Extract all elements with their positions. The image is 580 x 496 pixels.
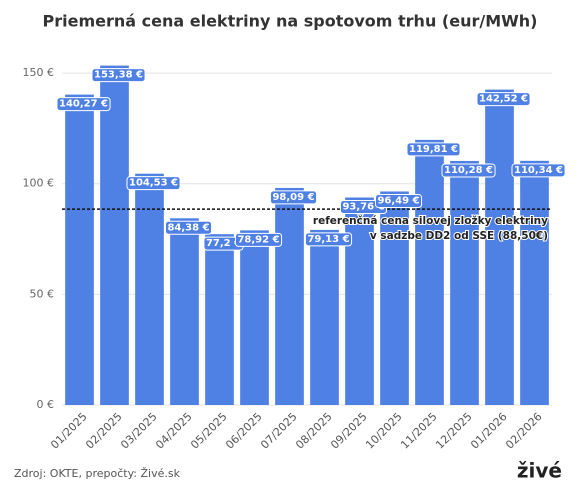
- x-tick-label: 02/2026: [503, 410, 545, 452]
- data-label-text: 98,09 €: [272, 192, 314, 203]
- data-label-box: [511, 163, 566, 178]
- x-tick-label: 05/2025: [188, 410, 230, 452]
- data-label-text: 104,53 €: [129, 178, 178, 189]
- data-label-text: 96,49 €: [377, 195, 419, 206]
- bar: [205, 234, 234, 405]
- data-label-box: [441, 163, 496, 178]
- bar: [345, 197, 374, 405]
- bar: [485, 89, 514, 405]
- bar: [170, 218, 199, 405]
- y-tick-label: 100 €: [23, 177, 55, 190]
- data-label-text: 77,2 €: [206, 238, 241, 249]
- data-label-box: [234, 232, 283, 247]
- data-label-text: 110,34 €: [514, 165, 563, 176]
- source: Zdroj: OKTE, prepočty: Živé.sk: [14, 467, 181, 480]
- data-label: 96,49 €: [374, 193, 423, 208]
- bar: [380, 191, 409, 405]
- data-label-text: 153,38 €: [94, 70, 143, 81]
- data-label-box: [304, 232, 353, 247]
- data-label: 98,09 €: [269, 190, 318, 205]
- data-label-box: [476, 92, 531, 107]
- x-tick-label: 07/2025: [258, 410, 300, 452]
- data-label-text: 79,13 €: [307, 234, 349, 245]
- data-label: 104,53 €: [126, 176, 181, 191]
- data-label: 79,13 €: [304, 232, 353, 247]
- x-tick-label: 08/2025: [293, 410, 335, 452]
- x-tick-label: 10/2025: [363, 410, 405, 452]
- x-tick-label: 11/2025: [398, 410, 440, 452]
- bar: [100, 65, 129, 405]
- bar: [450, 160, 479, 405]
- data-label-text: 119,81 €: [409, 144, 458, 155]
- data-label-box: [126, 176, 181, 191]
- data-label-text: 110,28 €: [444, 165, 493, 176]
- bar: [310, 229, 339, 405]
- data-label-text: 142,52 €: [479, 94, 528, 105]
- data-label: 110,28 €: [441, 163, 496, 178]
- logo: živé: [517, 459, 562, 483]
- data-label-box: [91, 68, 146, 83]
- y-tick-label: 0 €: [37, 398, 55, 411]
- x-tick-label: 03/2025: [118, 410, 160, 452]
- x-tick-label: 02/2025: [83, 410, 125, 452]
- bar: [240, 230, 269, 405]
- bar: [65, 94, 94, 405]
- data-label-text: 84,38 €: [167, 222, 209, 233]
- data-label: 84,38 €: [164, 220, 213, 235]
- data-label-text: 93,76 €: [342, 202, 384, 213]
- data-label-box: [164, 220, 213, 235]
- x-tick-label: 01/2026: [468, 410, 510, 452]
- reference-label: v sadzbe DD2 od SSE (88,50€): [370, 230, 548, 242]
- data-label-box: [374, 193, 423, 208]
- data-label: 119,81 €: [406, 142, 461, 157]
- reference-label: referenčná cena silovej zložky elektriny: [313, 215, 548, 227]
- data-label: 110,34 €: [511, 163, 566, 178]
- data-label: 140,27 €: [56, 97, 111, 112]
- x-tick-label: 09/2025: [328, 410, 370, 452]
- data-label: 78,92 €: [234, 232, 283, 247]
- bar: [520, 160, 549, 405]
- x-tick-label: 12/2025: [433, 410, 475, 452]
- data-label: 153,38 €: [91, 68, 146, 83]
- y-tick-label: 150 €: [23, 66, 55, 79]
- bar: [275, 187, 304, 405]
- data-label: 142,52 €: [476, 92, 531, 107]
- data-label-box: [269, 190, 318, 205]
- bar: [135, 173, 164, 405]
- y-tick-label: 50 €: [30, 287, 55, 300]
- chart-title: Priemerná cena elektriny na spotovom trh…: [43, 12, 538, 31]
- x-tick-label: 01/2025: [48, 410, 90, 452]
- data-label-box: [406, 142, 461, 157]
- data-label-text: 78,92 €: [237, 234, 279, 245]
- bar: [415, 139, 444, 405]
- x-tick-label: 06/2025: [223, 410, 265, 452]
- x-tick-label: 04/2025: [153, 410, 195, 452]
- data-label-text: 140,27 €: [59, 99, 108, 110]
- data-label-box: [56, 97, 111, 112]
